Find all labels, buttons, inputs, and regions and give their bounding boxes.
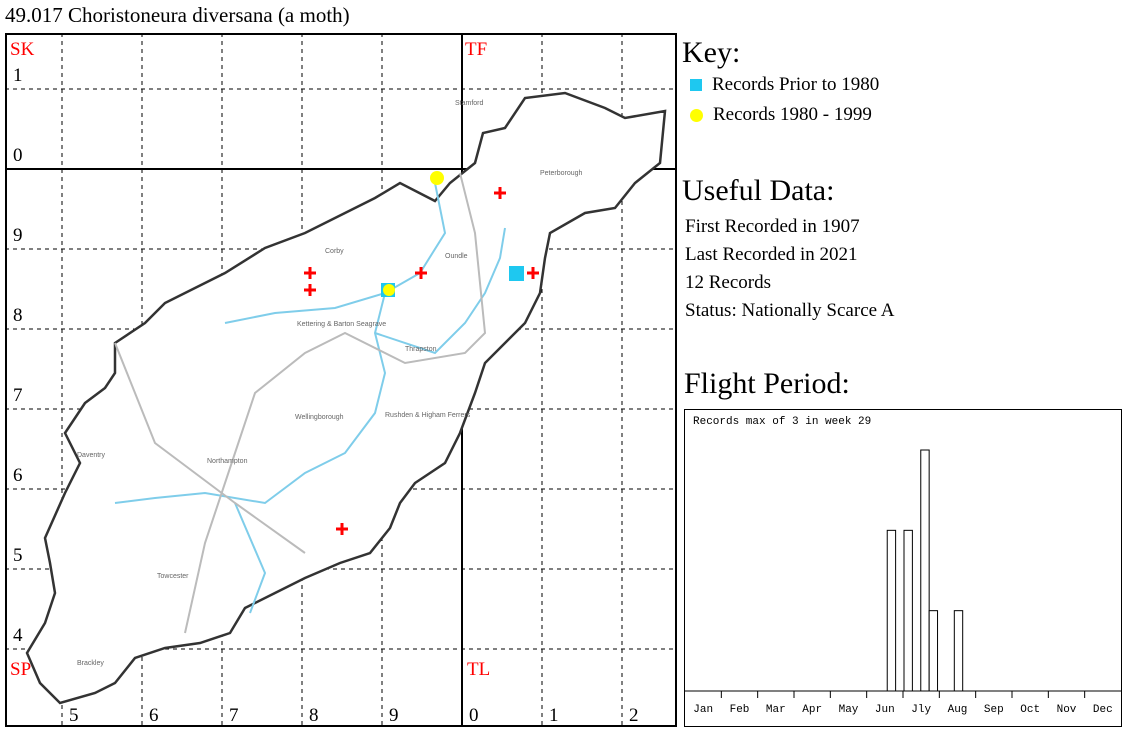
last-recorded: Last Recorded in 2021 (685, 244, 858, 265)
column-label: 2 (629, 705, 639, 726)
flight-bar (903, 529, 913, 692)
month-label: Oct (1020, 704, 1040, 716)
column-label: 0 (469, 705, 479, 726)
row-label: 4 (13, 625, 23, 646)
town-label: Peterborough (540, 170, 583, 177)
town-label: Towcester (157, 573, 189, 580)
month-label: Jan (693, 704, 713, 716)
town-label: Corby (325, 248, 344, 255)
yellow-circle-icon (690, 108, 703, 122)
flight-bar (886, 529, 897, 692)
chart-plot: Jan Feb Mar Apr May Jun Jly Aug Sep Oct Nov Dec (685, 449, 1121, 716)
month-label: May (839, 704, 859, 716)
recent-record-cross (304, 284, 316, 296)
month-label: Dec (1093, 704, 1113, 716)
recent-record-cross (527, 267, 539, 279)
town-label: Northampton (207, 458, 248, 465)
town-label: Wellingborough (295, 414, 344, 421)
flight-bar (953, 610, 964, 692)
town-label: Stamford (455, 100, 484, 107)
useful-data: First Recorded in 1907 Last Recorded in … (685, 213, 894, 325)
town-label: Daventry (77, 452, 106, 459)
column-label: 5 (69, 705, 79, 726)
grid-square-label: TF (465, 39, 487, 60)
column-label: 6 (149, 705, 159, 726)
month-label: Apr (802, 704, 822, 716)
record-1980-1999 (383, 284, 395, 296)
page-title: 49.017 Choristoneura diversana (a moth) (5, 3, 350, 27)
month-label: Jly (911, 704, 931, 716)
town-label: Rushden & Higham Ferrers (385, 412, 471, 419)
town-label: Thrapston (405, 346, 437, 353)
recent-record-cross (494, 187, 506, 199)
distribution-map: Stamford Peterborough Corby Oundle Kettering… (5, 33, 677, 727)
recent-record-cross (336, 523, 348, 535)
status: Status: Nationally Scarce A (685, 300, 895, 321)
map-border (5, 33, 677, 727)
town-label: Oundle (445, 253, 468, 260)
key-heading: Key: (682, 36, 741, 69)
column-label: 1 (549, 705, 559, 726)
column-label: 7 (229, 705, 239, 726)
blue-square-icon (690, 79, 702, 91)
month-label: Nov (1057, 704, 1077, 716)
record-count: 12 Records (685, 272, 772, 293)
grid-square-label: SK (10, 39, 35, 60)
key-list: Records Prior to 1980 Records 1980 - 199… (690, 74, 879, 126)
month-label: Aug (948, 704, 968, 716)
flight-bar (928, 610, 939, 692)
recent-record-cross (415, 267, 427, 279)
month-label: Mar (766, 704, 786, 716)
column-label: 8 (309, 705, 319, 726)
flight-period-chart: Records max of 3 in week 29 Jan Feb Mar Apr… (684, 409, 1122, 727)
pre-1980-record (509, 266, 524, 281)
month-label: Sep (984, 704, 1004, 716)
key-item-pre1980: Records Prior to 1980 (690, 74, 879, 96)
month-label: Jun (875, 704, 895, 716)
first-recorded: First Recorded in 1907 (685, 216, 860, 237)
grid-square-label: TL (467, 659, 490, 680)
flight-bar (920, 449, 930, 692)
key-label: Records Prior to 1980 (712, 74, 880, 95)
recent-record-cross (304, 267, 316, 279)
row-label: 6 (13, 465, 23, 486)
row-label: 9 (13, 225, 23, 246)
record-1980-1999 (430, 171, 444, 185)
row-label: 5 (13, 545, 23, 566)
row-label: 0 (13, 145, 23, 166)
key-item-1980-1999: Records 1980 - 1999 (690, 104, 879, 126)
column-label: 9 (389, 705, 399, 726)
key-label: Records 1980 - 1999 (713, 104, 872, 125)
town-label: Kettering & Barton Seagrave (297, 321, 386, 328)
county-outline (25, 91, 667, 705)
useful-data-heading: Useful Data: (682, 174, 835, 207)
chart-title: Records max of 3 in week 29 (693, 416, 872, 428)
grid-square-label: SP (10, 659, 31, 680)
town-label: Brackley (77, 660, 104, 667)
row-label: 7 (13, 385, 23, 406)
row-label: 8 (13, 305, 23, 326)
row-label: 1 (13, 65, 23, 86)
month-label: Feb (730, 704, 750, 716)
flight-period-heading: Flight Period: (684, 367, 850, 400)
